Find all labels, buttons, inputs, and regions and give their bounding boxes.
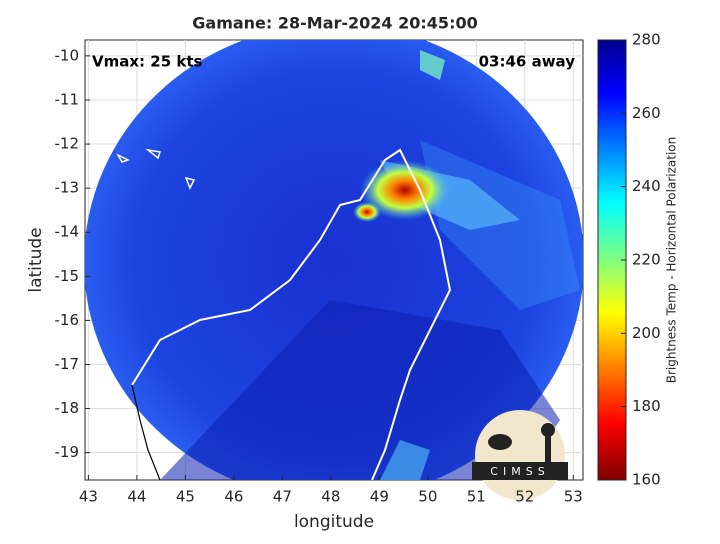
y-tick-label: -17 xyxy=(55,355,80,373)
logo-tower xyxy=(545,432,551,462)
logo-tank xyxy=(541,423,555,437)
annotation: Vmax: 25 kts xyxy=(92,53,202,71)
colorbar-tick-label: 200 xyxy=(632,324,661,342)
convection xyxy=(360,160,450,220)
image xyxy=(85,40,583,480)
convection xyxy=(353,202,381,222)
y-tick-label: -16 xyxy=(55,311,80,329)
cloud-band xyxy=(380,440,430,480)
x-tick-label: 50 xyxy=(418,488,437,506)
y-tick-label: -12 xyxy=(55,135,80,153)
x-tick-label: 47 xyxy=(273,488,292,506)
chart-title: Gamane: 28-Mar-2024 20:45:00 xyxy=(192,14,477,33)
y-tick-label: -13 xyxy=(55,179,80,197)
x-tick-label: 49 xyxy=(370,488,389,506)
logo: CIMSS xyxy=(472,410,568,500)
coastline xyxy=(131,148,452,480)
y-tick-label: -18 xyxy=(55,399,80,417)
x-tick-label: 53 xyxy=(564,488,583,506)
colorbar-tick-label: 160 xyxy=(632,471,661,489)
y-axis-label: latitude xyxy=(26,227,46,292)
colorbar-tick-label: 260 xyxy=(632,104,661,122)
colorbar-tick-label: 280 xyxy=(632,31,661,49)
coastline xyxy=(131,384,161,480)
islands xyxy=(99,117,196,190)
colorbar-tick-label: 180 xyxy=(632,397,661,415)
x-axis-label: longitude xyxy=(294,512,374,532)
x-tick-label: 51 xyxy=(467,488,486,506)
cold-region xyxy=(160,300,560,480)
logo-dish xyxy=(488,434,512,450)
logo-text: CIMSS xyxy=(490,465,549,478)
x-tick-label: 44 xyxy=(127,488,146,506)
x-tick-label: 43 xyxy=(79,488,98,506)
y-tick-label: -11 xyxy=(55,90,80,108)
logo-bar xyxy=(472,462,568,480)
colorbar-tick-label: 220 xyxy=(632,251,661,269)
y-tick-label: -15 xyxy=(55,267,80,285)
x-tick-label: 52 xyxy=(515,488,534,506)
x-tick-label: 46 xyxy=(224,488,243,506)
y-tick-label: -10 xyxy=(55,46,80,64)
cloud-band xyxy=(420,50,445,80)
colorbar-tick-label: 240 xyxy=(632,177,661,195)
x-tick-label: 48 xyxy=(321,488,340,506)
logo-disk xyxy=(475,410,565,500)
y-tick-label: -14 xyxy=(55,223,80,241)
annotation: 03:46 away xyxy=(479,53,576,71)
x-tick-label: 45 xyxy=(176,488,195,506)
y-tick-label: -19 xyxy=(55,443,80,461)
colorbar-label: Brightness Temp - Horizontal Polarizatio… xyxy=(665,137,679,384)
